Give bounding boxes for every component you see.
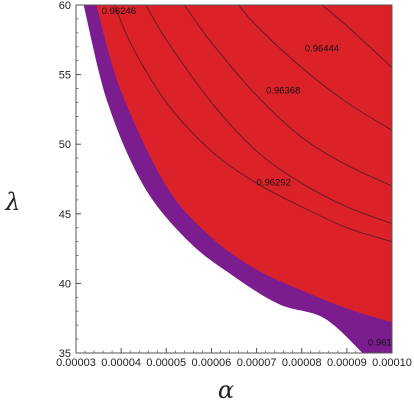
y-tick-label: 60 xyxy=(59,0,71,12)
contour-line-4 xyxy=(238,5,392,131)
y-tick-label: 55 xyxy=(59,70,71,82)
contour-label-1: 0.96246 xyxy=(102,6,136,17)
x-axis-label: α xyxy=(218,376,234,403)
contour-label-3: 0.96368 xyxy=(266,85,300,96)
x-tick-label: 0.00005 xyxy=(146,357,186,369)
x-tick-label: 0.00007 xyxy=(237,357,277,369)
y-tick-label: 45 xyxy=(59,209,71,221)
plot-frame xyxy=(75,4,393,354)
contour-line-1 xyxy=(113,5,392,243)
plot-area: 0.96246 0.96444 0.96368 0.96292 0.961 xyxy=(83,5,392,353)
x-tick-label: 0.00003 xyxy=(56,357,96,369)
x-tick-label: 0.00009 xyxy=(327,357,367,369)
contour-line-2 xyxy=(145,5,392,224)
x-axis: 0.00003 0.00004 0.00005 0.00006 0.00007 0.000… xyxy=(56,348,412,369)
x-tick-label: 0.00010 xyxy=(372,357,412,369)
y-tick-label: 35 xyxy=(59,348,71,360)
y-tick-label: 50 xyxy=(59,139,71,151)
contour-label-2: 0.96444 xyxy=(305,44,339,55)
y-axis-label: λ xyxy=(4,188,20,216)
contour-label-5: 0.961 xyxy=(368,337,392,348)
x-tick-label: 0.00008 xyxy=(282,357,322,369)
region-2 xyxy=(96,5,392,323)
x-tick-label: 0.00006 xyxy=(192,357,232,369)
y-tick-label: 40 xyxy=(59,278,71,290)
contour-line-3 xyxy=(183,5,392,187)
x-tick-label: 0.00004 xyxy=(101,357,141,369)
contour-line-5 xyxy=(321,5,392,68)
y-axis: 35 40 45 50 55 60 xyxy=(59,0,81,360)
contour-label-4: 0.96292 xyxy=(257,177,291,188)
